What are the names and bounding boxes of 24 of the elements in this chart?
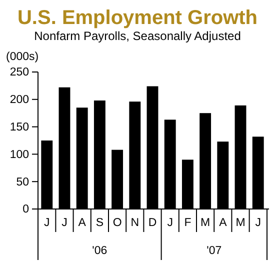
x-tick-label: N — [130, 217, 140, 229]
y-tick-label: 50 — [16, 176, 29, 188]
x-tick-label: F — [184, 217, 192, 229]
x-tick-label: O — [112, 217, 122, 229]
y-axis-title: (000s) — [6, 51, 39, 63]
x-tick-label: S — [96, 217, 104, 229]
x-tick-label: M — [200, 217, 210, 229]
x-tick-label: J — [44, 217, 50, 229]
y-tick-label: 0 — [22, 204, 29, 216]
text: '06 — [92, 245, 108, 257]
y-tick-label: 250 — [10, 66, 29, 79]
chart-subtitle: Nonfarm Payrolls, Seasonally Adjusted — [34, 29, 241, 43]
x-tick-label: J — [167, 217, 173, 229]
x-tick-label: A — [219, 217, 228, 229]
y-tick-label: 200 — [10, 94, 29, 106]
x-tick-label: M — [236, 217, 246, 229]
chart-title: U.S. Employment Growth — [17, 7, 258, 29]
x-tick-label: D — [148, 217, 157, 229]
x-tick-label: J — [62, 217, 68, 229]
text: '07 — [206, 245, 222, 257]
y-tick-label: 100 — [10, 148, 29, 161]
y-tick-label: 150 — [10, 121, 29, 134]
x-tick-label: J — [255, 217, 261, 229]
x-tick-label: A — [78, 217, 86, 229]
